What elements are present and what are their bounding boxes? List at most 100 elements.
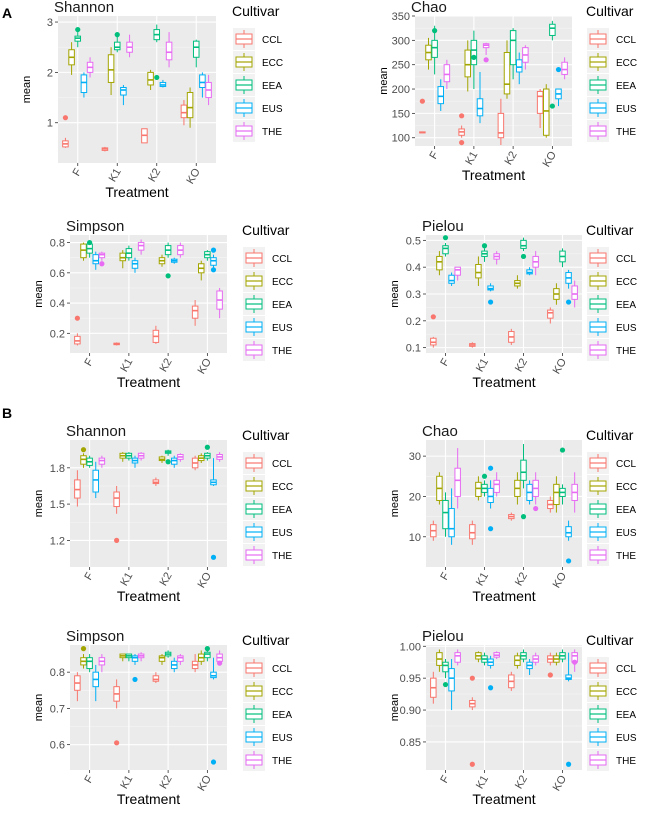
- x-tick-label: F: [82, 356, 96, 368]
- y-tick-label: 0.5: [406, 235, 421, 247]
- box-iqr: [487, 487, 494, 503]
- box-ecc: [158, 654, 166, 665]
- outlier-point: [74, 315, 80, 321]
- box-iqr: [565, 674, 572, 680]
- box-ccl: [113, 679, 120, 746]
- chart-title: Chao: [411, 0, 447, 16]
- legend-key-ecc: ECC: [243, 270, 293, 292]
- box-eus: [487, 655, 494, 691]
- chart-7: Pielou 0.85 0.90 0.95 1.00 F K1 K2 KO Treatment me…: [389, 628, 637, 807]
- box-ecc: [197, 260, 205, 281]
- box-eus: [487, 283, 494, 305]
- y-tick-label: 20: [409, 491, 421, 503]
- legend-key-ccl: CCL: [587, 452, 636, 474]
- outlier-point: [459, 113, 465, 119]
- box-eus: [159, 79, 167, 88]
- charts-container: Shannon 1 2 3 F K1 K2 KO Treatment mean Cultivar CC…: [21, 0, 637, 807]
- box-iqr: [549, 23, 556, 36]
- box-eus: [210, 247, 217, 273]
- legend-key-eea: EEA: [243, 703, 292, 725]
- box-the: [532, 652, 539, 666]
- box-eea: [559, 447, 566, 505]
- outlier-point: [572, 659, 578, 665]
- outlier-point: [565, 761, 572, 767]
- box-ccl: [547, 652, 554, 678]
- box-ccl: [113, 485, 120, 543]
- box-eus: [80, 72, 88, 98]
- legend-label: EEA: [272, 300, 292, 311]
- box-the: [177, 242, 184, 258]
- box-ecc: [119, 250, 127, 269]
- legend-title: Cultivar: [586, 222, 634, 238]
- y-tick-label: 300: [392, 35, 410, 47]
- box-eea: [125, 653, 133, 662]
- x-axis-title: Treatment: [117, 588, 180, 604]
- y-tick-label: 0.95: [400, 673, 421, 685]
- legend-label: ECC: [272, 482, 293, 493]
- outlier-point: [555, 66, 562, 73]
- box-eus: [565, 269, 572, 305]
- y-axis-title: mean: [389, 280, 401, 308]
- box-eus: [476, 71, 484, 124]
- x-tick-label: F: [427, 149, 441, 161]
- y-tick-label: 0.90: [400, 705, 421, 717]
- box-iqr: [152, 675, 160, 682]
- box-eea: [470, 30, 478, 90]
- box-iqr: [503, 52, 511, 95]
- legend-label: ECC: [616, 687, 637, 698]
- box-eus: [92, 461, 100, 499]
- legend-label: CCL: [616, 664, 636, 675]
- box-eea: [481, 652, 488, 666]
- legend-label: THE: [616, 551, 636, 562]
- x-tick-label: KO: [541, 149, 560, 169]
- outlier-point: [419, 98, 425, 104]
- chart-title: Pielou: [422, 628, 464, 645]
- x-tick-label: K2: [503, 150, 520, 168]
- x-tick-label: K1: [474, 571, 491, 589]
- y-tick-label: 1.2: [50, 535, 65, 547]
- box-ccl: [508, 512, 515, 521]
- box-eus: [92, 664, 100, 702]
- y-tick-label: 1.8: [50, 463, 65, 475]
- box-ccl: [62, 115, 69, 148]
- legend: Cultivar CCL ECC EEA EUS THE: [232, 3, 283, 142]
- box-eea: [520, 237, 527, 260]
- outlier-point: [565, 299, 572, 305]
- box-ccl: [152, 672, 160, 684]
- outlier-point: [432, 28, 438, 34]
- box-iqr: [520, 239, 527, 249]
- box-eus: [448, 272, 455, 286]
- box-the: [571, 472, 578, 513]
- y-tick-label: 100: [392, 133, 410, 145]
- box-ccl: [141, 128, 148, 144]
- legend: Cultivar CCL ECC EEA EUS THE: [586, 3, 637, 142]
- legend: Cultivar CCL ECC EEA EUS THE: [586, 222, 637, 361]
- legend-key-eus: EUS: [243, 726, 293, 748]
- box-iqr: [448, 508, 455, 538]
- box-ecc: [119, 452, 127, 462]
- legend-key-ccl: CCL: [587, 657, 636, 679]
- box-eus: [526, 659, 533, 675]
- legend-label: THE: [616, 346, 636, 357]
- y-tick-label: 0.85: [400, 737, 421, 749]
- box-ecc: [503, 40, 511, 99]
- panel-label-a: A: [2, 5, 12, 21]
- chart-title: Simpson: [66, 218, 124, 235]
- y-tick-label: 0.8: [50, 238, 65, 250]
- box-iqr: [520, 459, 527, 481]
- legend-key-eea: EEA: [233, 74, 282, 96]
- x-tick-label: F: [438, 773, 452, 785]
- box-ccl: [152, 325, 160, 344]
- x-tick-label: K2: [146, 167, 163, 185]
- box-the: [86, 57, 94, 78]
- box-the: [126, 34, 133, 58]
- outlier-point: [75, 26, 81, 33]
- box-the: [493, 651, 500, 660]
- x-axis-title: Treatment: [117, 374, 180, 390]
- x-tick-label: F: [71, 166, 85, 178]
- box-iqr: [436, 255, 443, 271]
- box-iqr: [475, 264, 482, 279]
- box-ecc: [514, 275, 521, 289]
- x-tick-label: K2: [513, 357, 530, 375]
- x-tick-label: F: [82, 570, 96, 582]
